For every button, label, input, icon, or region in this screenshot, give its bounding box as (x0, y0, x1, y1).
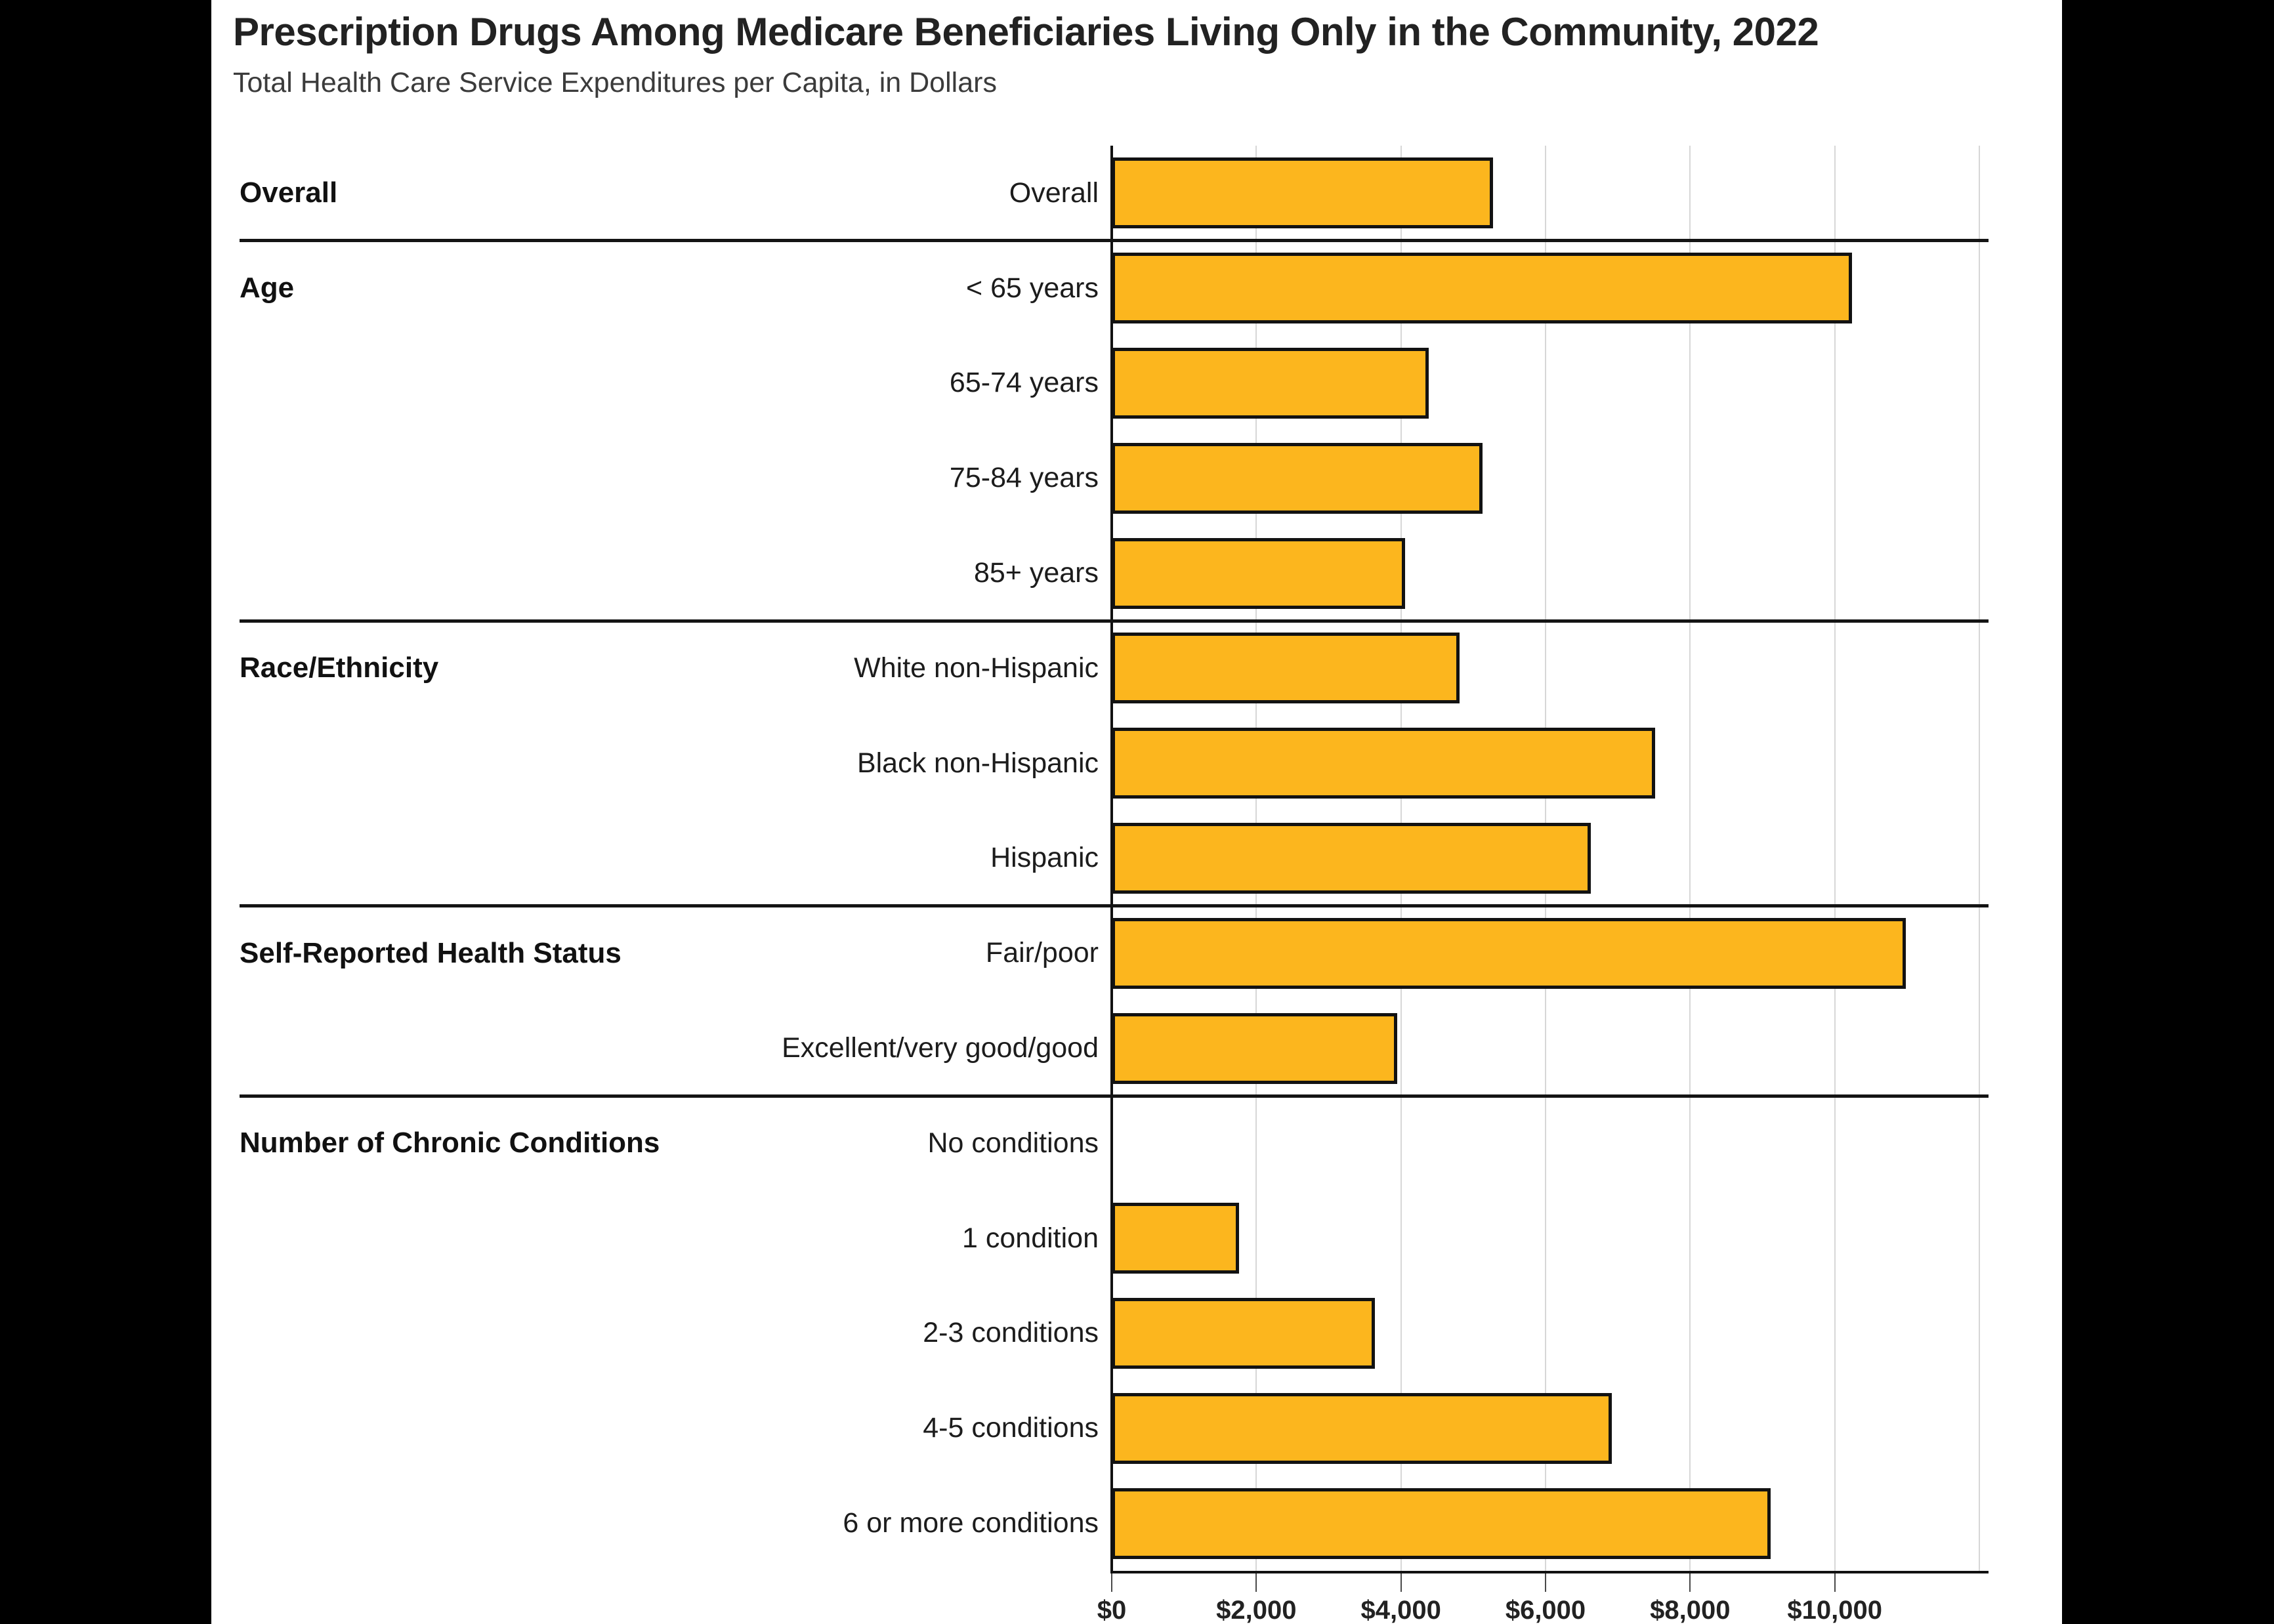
chart-row: 4-5 conditions (240, 1381, 1979, 1476)
chart-row: Black non-Hispanic (240, 716, 1979, 811)
row-label: Hispanic (990, 842, 1099, 874)
row-label: 6 or more conditions (843, 1507, 1099, 1539)
row-label: Black non-Hispanic (856, 747, 1099, 779)
row-label: 85+ years (973, 557, 1099, 589)
chart-row: Fair/poor (240, 906, 1979, 1001)
chart-row: < 65 years (240, 241, 1979, 336)
chart-row: 1 condition (240, 1191, 1979, 1286)
bar-track (1112, 1001, 1979, 1096)
axis-tick-label: $8,000 (1650, 1596, 1731, 1624)
axis-tick-label: $6,000 (1505, 1596, 1586, 1624)
section-label: Number of Chronic Conditions (240, 1127, 660, 1159)
axis-tick (1255, 1573, 1257, 1592)
row-label: 4-5 conditions (923, 1412, 1099, 1444)
row-label: Overall (1009, 177, 1099, 209)
bar-track (1112, 1286, 1979, 1381)
chart-row: 65-74 years (240, 336, 1979, 431)
axis-tick-label: $2,000 (1216, 1596, 1297, 1624)
bar-chart: Overall < 65 years 65-74 years 75-84 years 8… (240, 146, 1989, 1624)
row-label: 2-3 conditions (923, 1317, 1099, 1349)
bar (1112, 537, 1406, 609)
row-label: No conditions (927, 1127, 1099, 1159)
gridline (1834, 146, 1836, 1571)
axis-tick (1111, 1573, 1112, 1592)
chart-rows: Overall < 65 years 65-74 years 75-84 years 8… (240, 146, 1979, 1571)
section-label: Overall (240, 177, 338, 209)
bar-track (1112, 430, 1979, 526)
chart-subtitle: Total Health Care Service Expenditures p… (233, 67, 997, 98)
row-label: Fair/poor (985, 937, 1099, 969)
bar (1112, 1392, 1612, 1464)
row-label: 75-84 years (949, 462, 1099, 494)
axis-tick (1689, 1573, 1691, 1592)
bar (1112, 157, 1493, 229)
chart-row: Excellent/very good/good (240, 1001, 1979, 1096)
chart-title: Prescription Drugs Among Medicare Benefi… (233, 10, 1819, 54)
bar (1112, 347, 1429, 419)
bar-track (1112, 1476, 1979, 1571)
gridline (1979, 146, 1980, 1571)
row-label: < 65 years (966, 272, 1099, 304)
bar-track (1112, 146, 1979, 241)
x-axis-line (1112, 1571, 1989, 1573)
bar-track (1112, 1096, 1979, 1191)
row-label: 1 condition (962, 1222, 1099, 1254)
section-divider (240, 1094, 1989, 1098)
section-divider (240, 239, 1989, 243)
bar (1112, 1488, 1771, 1559)
axis-tick-label: $4,000 (1360, 1596, 1441, 1624)
bar-track (1112, 1381, 1979, 1476)
bar (1112, 1012, 1398, 1084)
chart-row: Hispanic (240, 811, 1979, 906)
section-divider (240, 619, 1989, 623)
bar-track (1112, 621, 1979, 716)
chart-row: No conditions (240, 1096, 1979, 1191)
section-label: Age (240, 272, 295, 304)
bar-track (1112, 1191, 1979, 1286)
bar-track (1112, 526, 1979, 621)
chart-row: 85+ years (240, 526, 1979, 621)
axis-tick (1400, 1573, 1402, 1592)
axis-tick (1834, 1573, 1836, 1592)
bar-track (1112, 716, 1979, 811)
bar-track (1112, 241, 1979, 336)
row-label: Excellent/very good/good (782, 1032, 1099, 1064)
axis-tick-label: $10,000 (1787, 1596, 1882, 1624)
chart-row: 6 or more conditions (240, 1476, 1979, 1571)
bar (1112, 253, 1853, 324)
chart-card: Prescription Drugs Among Medicare Benefi… (211, 0, 2062, 1624)
gridline (1689, 146, 1691, 1571)
bar-track (1112, 336, 1979, 431)
bar (1112, 822, 1591, 894)
bar (1112, 917, 1906, 989)
chart-row: White non-Hispanic (240, 621, 1979, 716)
bar (1112, 728, 1656, 799)
bar (1112, 1203, 1239, 1274)
y-axis-line (1110, 146, 1113, 1573)
bar (1112, 633, 1460, 704)
chart-row: Overall (240, 146, 1979, 241)
section-label: Race/Ethnicity (240, 652, 439, 684)
chart-row: 2-3 conditions (240, 1286, 1979, 1381)
bar (1112, 1297, 1375, 1369)
row-label: 65-74 years (949, 367, 1099, 399)
chart-row: 75-84 years (240, 430, 1979, 526)
section-divider (240, 904, 1989, 907)
section-label: Self-Reported Health Status (240, 936, 621, 969)
axis-tick-label: $0 (1097, 1596, 1127, 1624)
bar-track (1112, 811, 1979, 906)
bar-track (1112, 906, 1979, 1001)
row-label: White non-Hispanic (854, 652, 1099, 684)
axis-tick (1545, 1573, 1546, 1592)
bar (1112, 442, 1483, 514)
